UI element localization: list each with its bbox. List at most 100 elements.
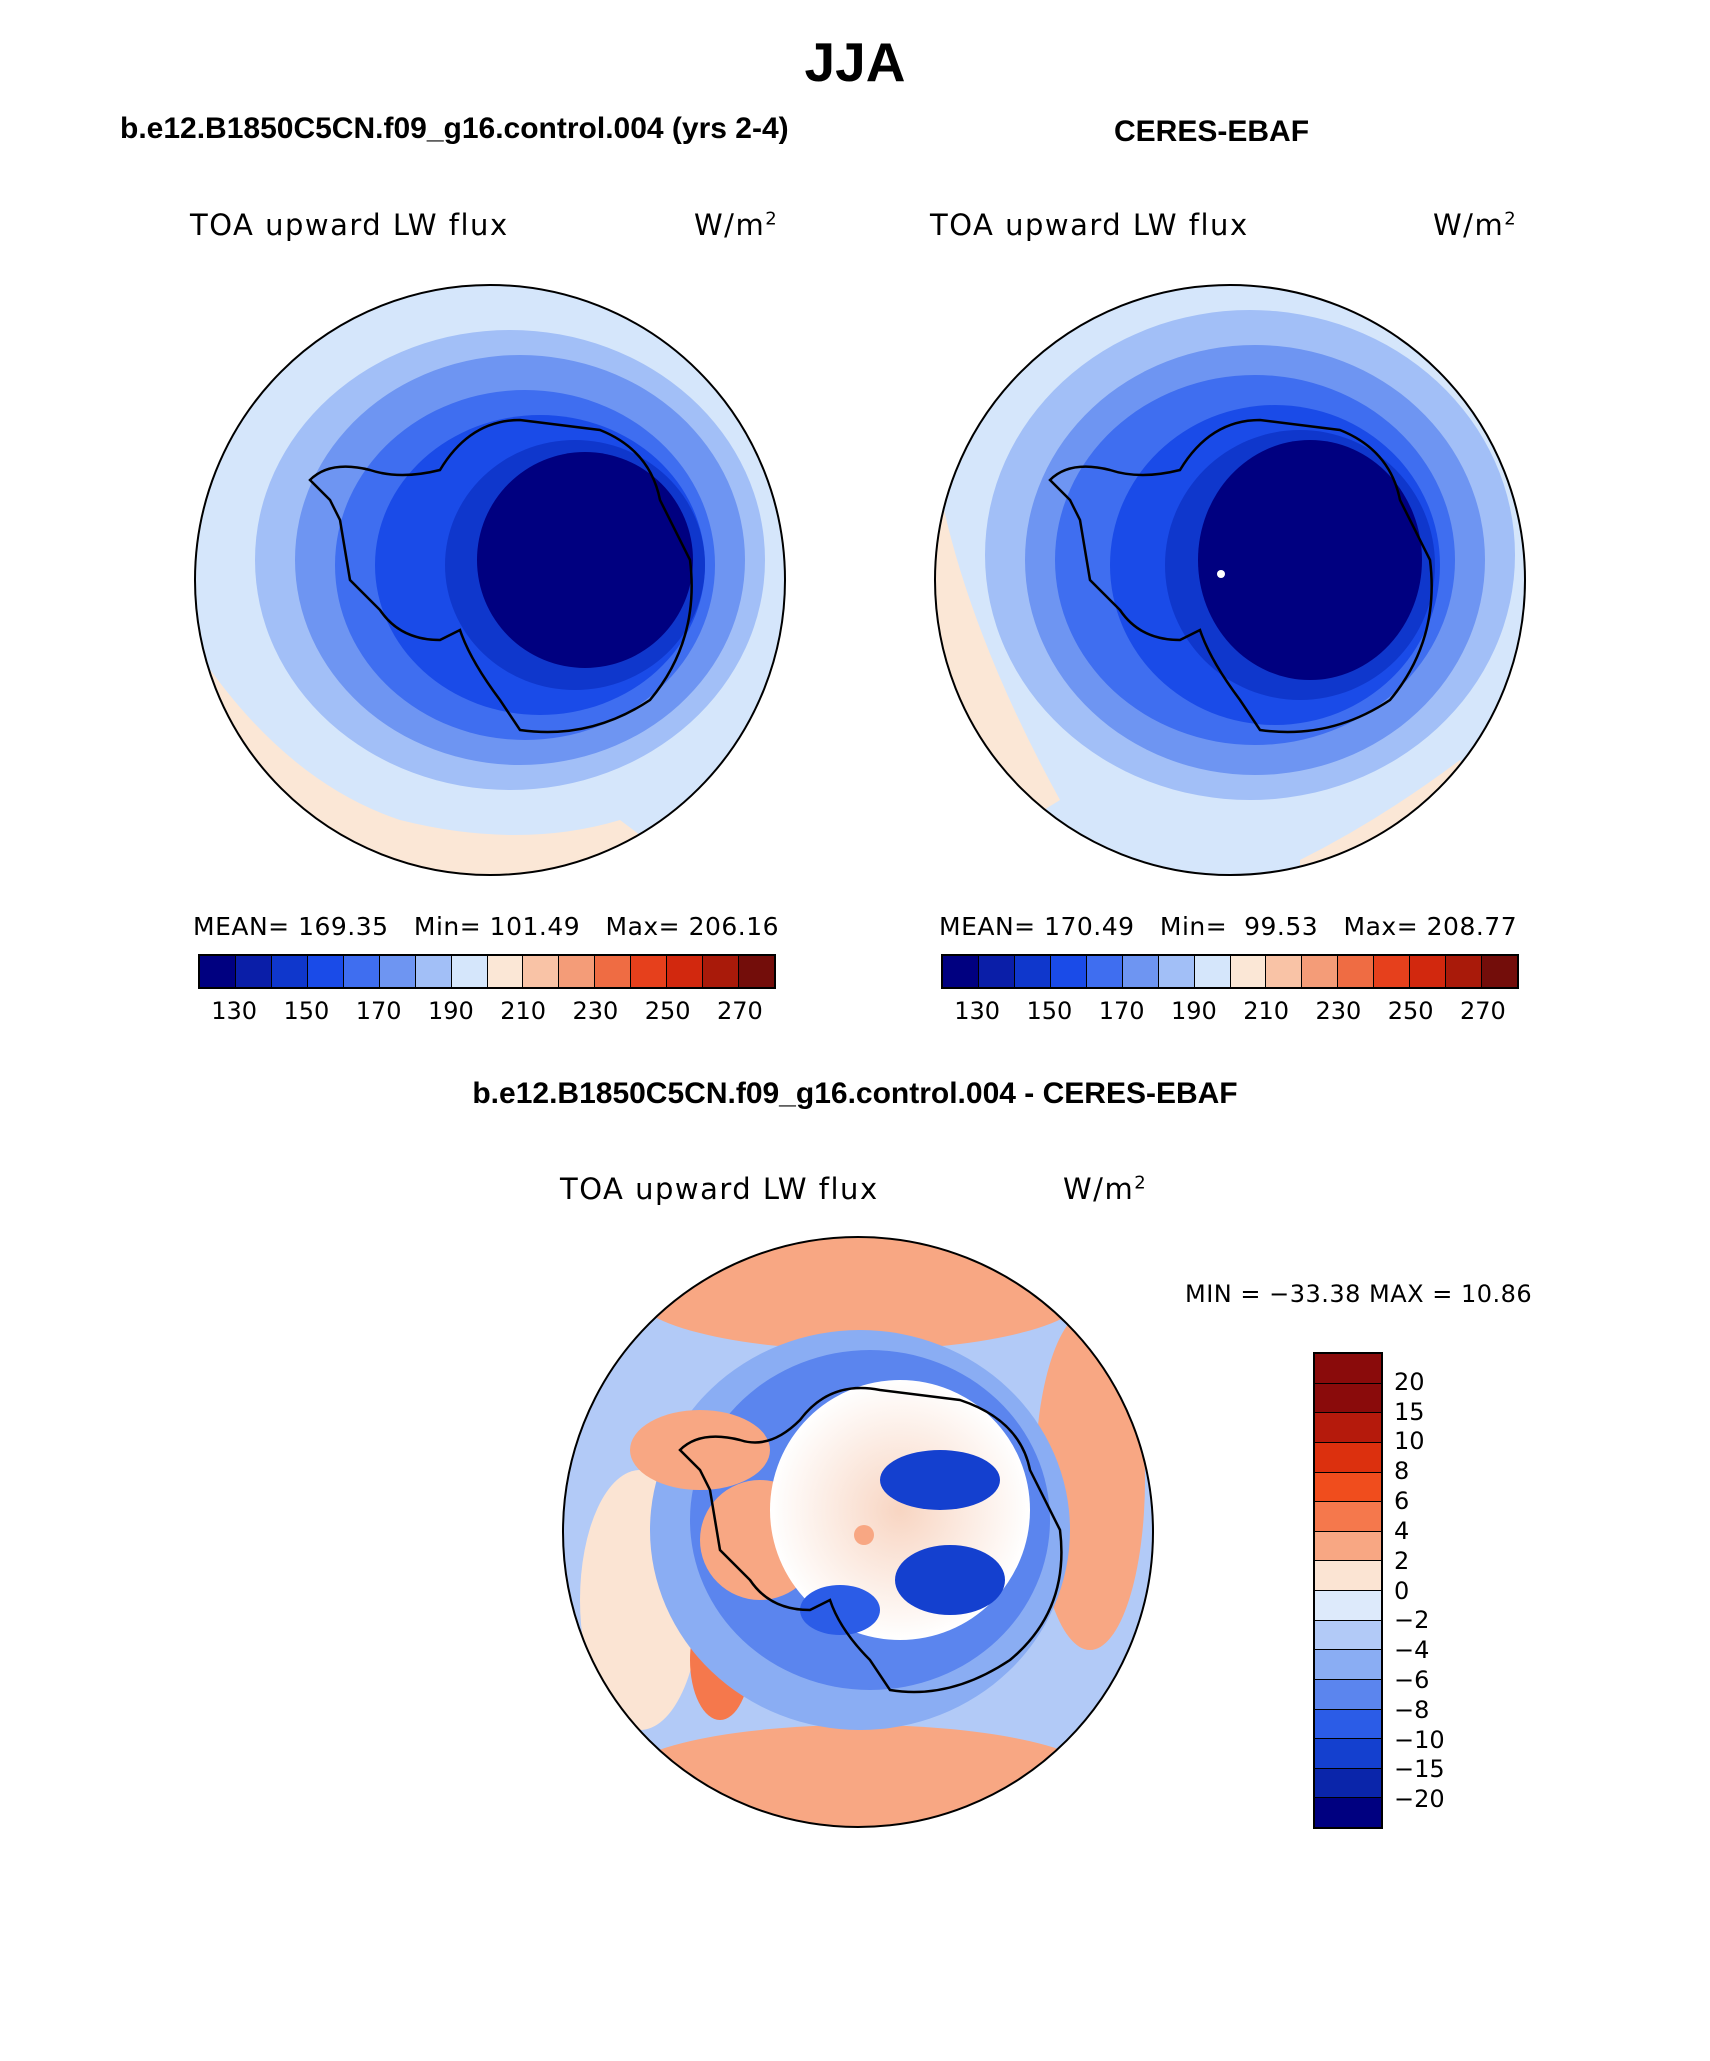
colorbar-cell [1315,1591,1381,1621]
colorbar-cell [1315,1383,1381,1414]
diff-antarctica-coastline [678,1386,1063,1694]
colorbar-cell [1315,1561,1381,1591]
colorbar-tick-label: 270 [716,997,763,1025]
colorbar-cell [1158,956,1195,987]
colorbar-tick-label: 130 [954,997,1001,1025]
colorbar-cell [1374,956,1411,987]
colorbar-tick-label: 4 [1394,1516,1410,1545]
colorbar-cell [1315,1709,1381,1740]
colorbar-tick-label: 270 [1459,997,1506,1025]
colorbar-cell [703,956,740,987]
colorbar-tick-label: 150 [283,997,330,1025]
colorbar-cell [1482,956,1517,987]
obs-map [935,285,1525,875]
colorbar-tick-label: −6 [1394,1665,1430,1694]
colorbar-cell [379,956,416,987]
model-colorbar [198,954,776,989]
colorbar-tick-label: 8 [1394,1457,1410,1486]
colorbar-cell [1230,956,1267,987]
colorbar-cell [978,956,1015,987]
colorbar-cell [1315,1502,1381,1532]
colorbar-tick-label: 210 [1243,997,1290,1025]
colorbar-tick-label: −8 [1394,1695,1430,1724]
colorbar-cell [1315,1354,1381,1384]
colorbar-cell [1338,956,1375,987]
colorbar-cell [1315,1413,1381,1443]
colorbar-cell [1315,1531,1381,1562]
diff-colorbar-ticks: 20 15 10 8 6 4 2 0 −2 −4 −6 −8 −10 −15 −20 [1394,1352,1474,1829]
colorbar-cell [1315,1650,1381,1680]
model-units-label: W/m2 [694,208,779,242]
colorbar-cell [739,956,774,987]
colorbar-cell [1315,1798,1381,1827]
colorbar-tick-label: 20 [1394,1367,1425,1396]
colorbar-tick-label: 250 [1387,997,1434,1025]
colorbar-cell [343,956,380,987]
colorbar-cell [271,956,308,987]
colorbar-tick-label: −10 [1394,1725,1445,1754]
colorbar-cell [1194,956,1231,987]
colorbar-tick-label: −2 [1394,1606,1430,1635]
colorbar-tick-label: 230 [1315,997,1362,1025]
colorbar-cell [1050,956,1087,987]
diff-units-label: W/m2 [1063,1172,1148,1206]
colorbar-cell [1315,1768,1381,1799]
colorbar-tick-label: 0 [1394,1576,1410,1605]
diff-colorbar [1313,1352,1383,1829]
colorbar-cell [1410,956,1447,987]
colorbar-tick-label: 6 [1394,1487,1410,1516]
colorbar-cell [1014,956,1051,987]
colorbar-cell [1446,956,1483,987]
model-stats: MEAN= 169.35 Min= 101.49 Max= 206.16 [193,912,780,941]
colorbar-tick-label: −20 [1394,1785,1445,1814]
colorbar-cell [559,956,596,987]
colorbar-cell [631,956,668,987]
colorbar-cell [307,956,344,987]
colorbar-cell [1315,1442,1381,1473]
colorbar-tick-label: 15 [1394,1397,1425,1426]
colorbar-tick-label: 190 [427,997,474,1025]
obs-colorbar-ticks: 130 150 170 190 210 230 250 270 [941,997,1519,1027]
colorbar-cell [1302,956,1339,987]
colorbar-tick-label: 170 [1098,997,1145,1025]
colorbar-tick-label: 2 [1394,1546,1410,1575]
colorbar-cell [451,956,488,987]
colorbar-cell [235,956,272,987]
colorbar-tick-label: 150 [1026,997,1073,1025]
page-title: JJA [804,31,906,93]
model-colorbar-ticks: 130 150 170 190 210 230 250 270 [198,997,776,1027]
colorbar-cell [667,956,704,987]
colorbar-cell [200,956,236,987]
colorbar-cell [523,956,560,987]
obs-antarctica-coastline [1048,418,1433,734]
colorbar-cell [1315,1679,1381,1710]
model-variable-label: TOA upward LW flux [190,208,509,242]
diff-map [563,1237,1153,1827]
colorbar-cell [943,956,979,987]
colorbar-cell [1266,956,1303,987]
colorbar-tick-label: 10 [1394,1427,1425,1456]
colorbar-cell [1086,956,1123,987]
obs-heading: CERES-EBAF [1114,115,1310,148]
colorbar-cell [1315,1739,1381,1769]
model-map [195,285,785,875]
colorbar-cell [1122,956,1159,987]
colorbar-tick-label: 250 [644,997,691,1025]
colorbar-tick-label: 210 [500,997,547,1025]
diff-minmax: MIN = −33.38 MAX = 10.86 [1185,1280,1533,1308]
colorbar-tick-label: 230 [572,997,619,1025]
obs-stats: MEAN= 170.49 Min= 99.53 Max= 208.77 [939,912,1518,941]
colorbar-tick-label: 190 [1170,997,1217,1025]
colorbar-cell [1315,1472,1381,1503]
colorbar-tick-label: −15 [1394,1755,1445,1784]
model-antarctica-coastline [308,418,693,734]
obs-colorbar [941,954,1519,989]
colorbar-tick-label: −4 [1394,1636,1430,1665]
model-heading: b.e12.B1850C5CN.f09_g16.control.004 (yrs… [120,112,789,145]
colorbar-cell [1315,1620,1381,1651]
colorbar-cell [487,956,524,987]
colorbar-tick-label: 130 [211,997,258,1025]
obs-units-label: W/m2 [1433,208,1518,242]
diff-heading: b.e12.B1850C5CN.f09_g16.control.004 - CE… [472,1077,1238,1110]
obs-variable-label: TOA upward LW flux [930,208,1249,242]
